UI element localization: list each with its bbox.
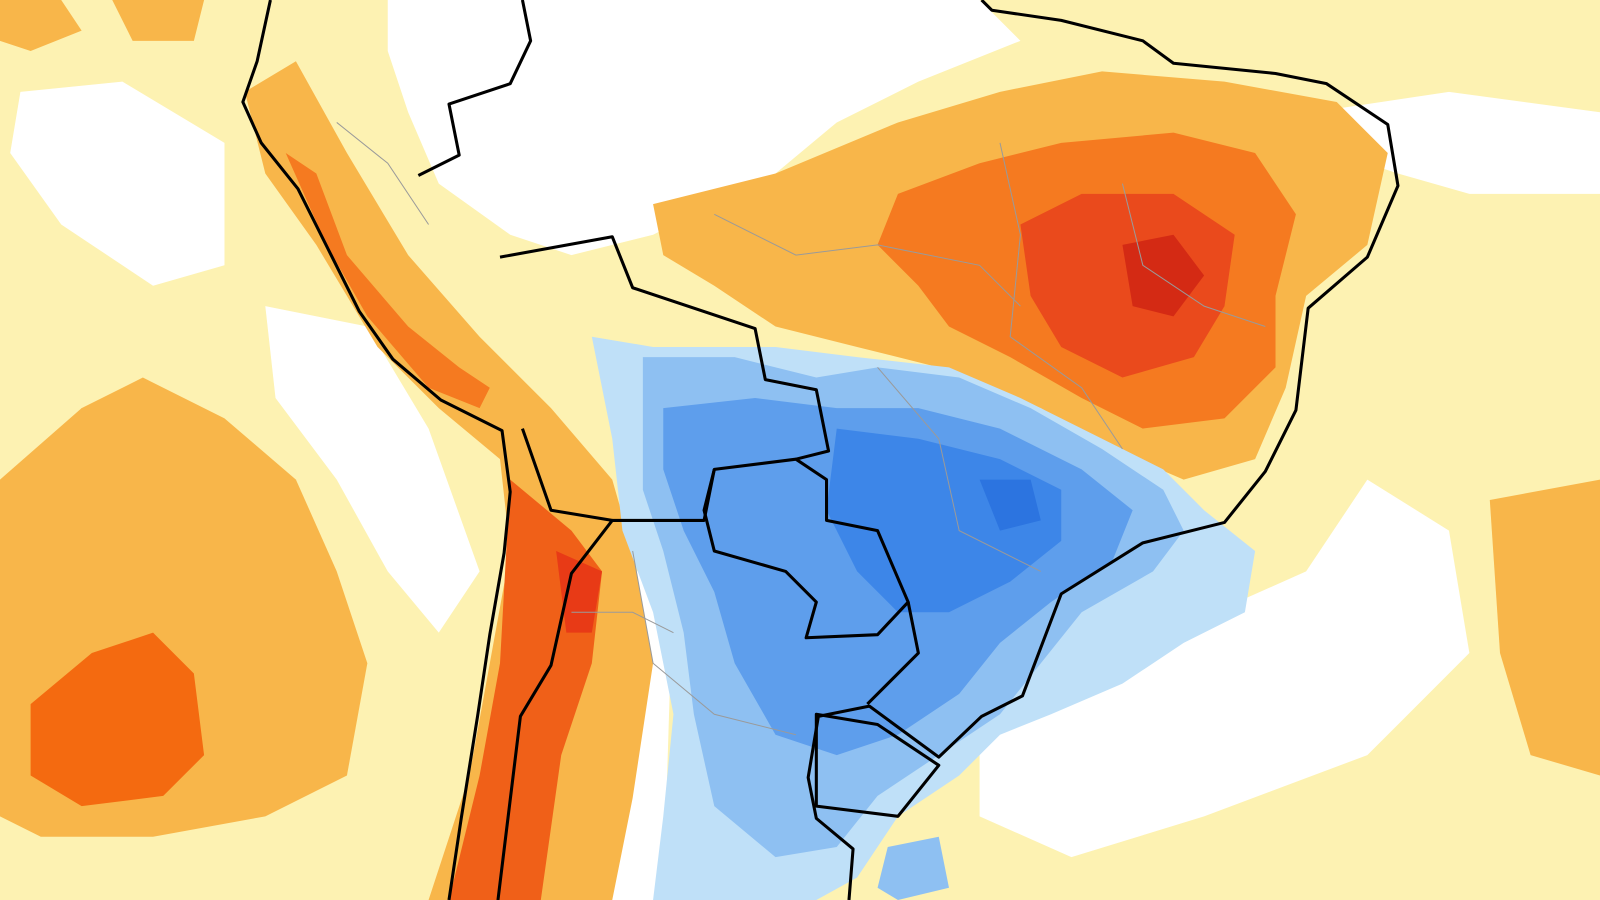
map-region xyxy=(387,0,1021,256)
map-region xyxy=(612,469,716,522)
country-borders xyxy=(241,0,1400,900)
map-region xyxy=(10,81,225,286)
map-region xyxy=(30,632,205,807)
map-region xyxy=(866,601,920,706)
map-region xyxy=(265,306,480,633)
cold-anomaly xyxy=(591,336,1256,900)
map-region xyxy=(814,712,941,818)
map-region xyxy=(336,122,429,225)
map-region xyxy=(0,0,82,52)
map-region xyxy=(1122,234,1205,317)
map-region xyxy=(714,213,1021,307)
map-region xyxy=(877,367,1042,572)
map-region xyxy=(826,428,1062,613)
map-region xyxy=(417,0,533,177)
map-region xyxy=(285,153,490,409)
map-region xyxy=(999,142,1123,450)
coastline xyxy=(241,0,1400,900)
map-region xyxy=(571,611,674,634)
state-borders xyxy=(336,122,1266,736)
map-region xyxy=(979,479,1041,531)
map-region xyxy=(496,428,614,900)
map-region xyxy=(877,836,949,900)
map-region xyxy=(1020,193,1235,378)
map-region xyxy=(1489,479,1600,776)
map-region xyxy=(632,550,797,736)
map-region xyxy=(499,235,831,461)
map-region xyxy=(979,479,1470,858)
map-region xyxy=(702,457,910,640)
map-region xyxy=(112,0,205,41)
map-region xyxy=(1121,183,1266,328)
